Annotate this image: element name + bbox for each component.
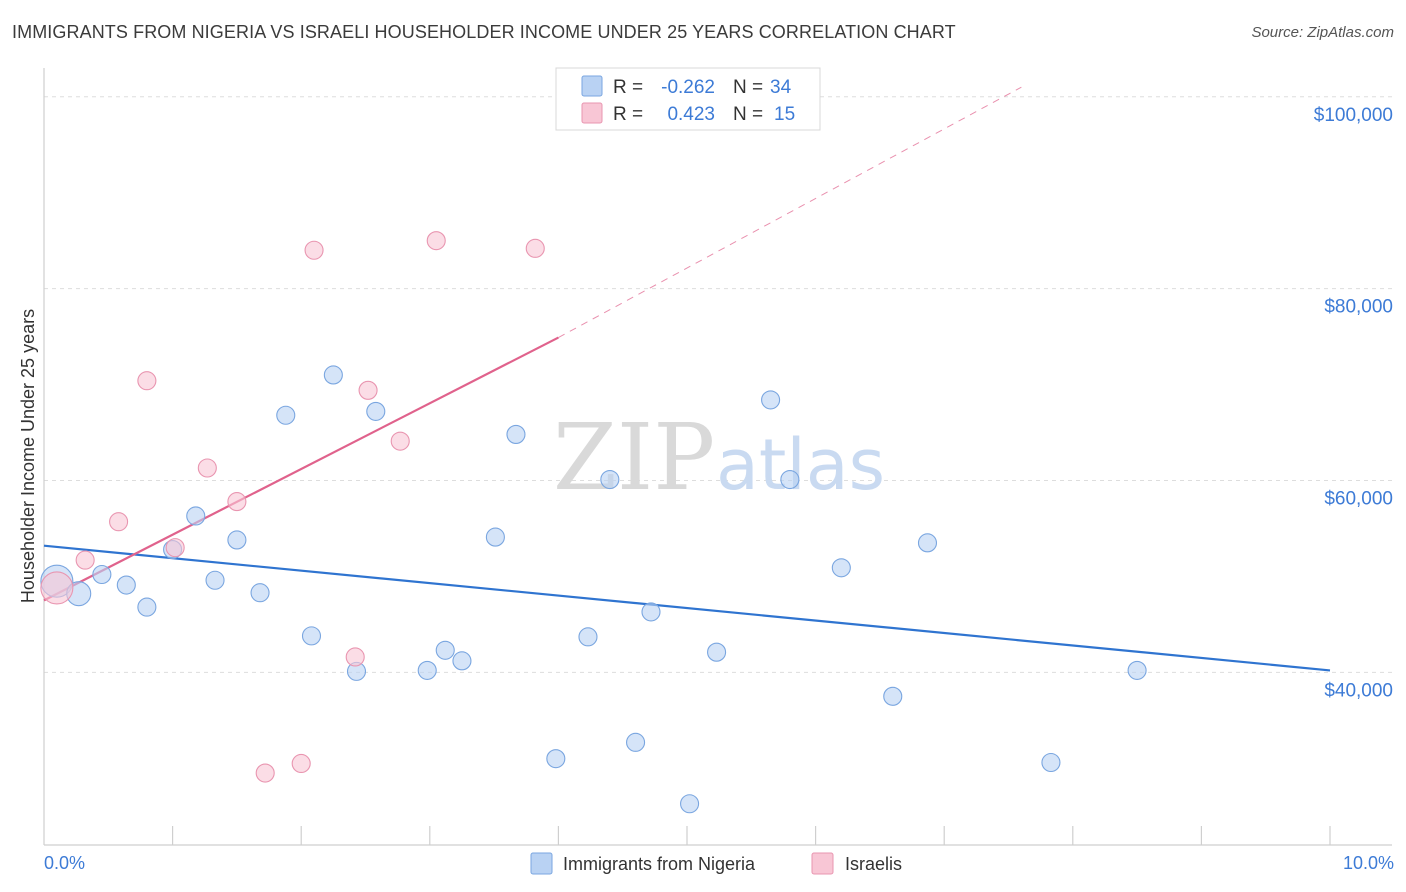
- point-israelis: [137, 371, 157, 391]
- point-nigeria: [1041, 752, 1061, 773]
- chart-title: IMMIGRANTS FROM NIGERIA VS ISRAELI HOUSE…: [12, 22, 956, 42]
- point-nigeria: [761, 390, 781, 410]
- point-nigeria: [366, 401, 386, 421]
- point-nigeria: [116, 575, 136, 595]
- trend-lines: [43, 86, 1331, 672]
- point-nigeria: [92, 564, 112, 585]
- point-israelis: [345, 647, 365, 667]
- point-nigeria: [186, 506, 206, 526]
- watermark-zip: ZIP: [553, 404, 715, 511]
- point-nigeria: [626, 732, 646, 752]
- point-nigeria: [578, 627, 598, 647]
- point-nigeria: [546, 749, 566, 769]
- point-nigeria: [641, 602, 661, 622]
- point-nigeria: [435, 640, 455, 660]
- x-tick-label-min: 0.0%: [44, 853, 85, 873]
- point-nigeria: [227, 530, 247, 550]
- trend-line-nigeria: [43, 544, 1331, 672]
- point-nigeria: [680, 794, 700, 814]
- point-israelis: [40, 571, 74, 605]
- legend-n-label-1: N =: [733, 104, 763, 125]
- series-legend-label-israelis: Israelis: [845, 854, 902, 874]
- y-tick-labels: $40,000 $60,000 $80,000 $100,000: [1314, 105, 1393, 702]
- point-nigeria: [1127, 660, 1147, 680]
- x-tick-label-max: 10.0%: [1343, 853, 1394, 873]
- point-nigeria: [600, 469, 620, 490]
- point-nigeria: [506, 424, 526, 444]
- point-israelis: [426, 231, 446, 251]
- point-nigeria: [917, 533, 938, 553]
- point-nigeria: [250, 583, 270, 603]
- watermark-atlas: atlas: [716, 424, 885, 506]
- point-nigeria: [883, 686, 903, 706]
- series-legend-label-nigeria: Immigrants from Nigeria: [563, 854, 756, 874]
- point-nigeria: [205, 570, 225, 590]
- point-israelis: [390, 431, 410, 451]
- point-israelis: [75, 550, 95, 570]
- point-nigeria: [301, 626, 322, 646]
- point-nigeria: [485, 527, 505, 547]
- legend-r-label-0: R =: [613, 77, 643, 98]
- legend-r-value-1: 0.423: [667, 104, 715, 125]
- legend-n-label-0: N =: [733, 77, 763, 98]
- point-nigeria: [707, 642, 727, 662]
- point-israelis: [165, 538, 185, 558]
- stats-legend: R = -0.262 N = 34 R = 0.423 N = 15: [555, 67, 821, 131]
- point-nigeria: [137, 597, 157, 617]
- legend-swatch-israelis: [581, 102, 603, 124]
- x-ticks: [172, 826, 1331, 845]
- legend-r-value-0: -0.262: [661, 77, 715, 98]
- y-tick-label: $100,000: [1314, 105, 1393, 126]
- legend-n-value-0: 34: [770, 77, 792, 98]
- series-legend: Immigrants from Nigeria Israelis: [530, 852, 902, 875]
- legend-swatch-nigeria: [581, 75, 603, 97]
- point-israelis: [304, 240, 324, 260]
- gridlines: [44, 96, 1392, 673]
- point-israelis: [525, 238, 545, 258]
- point-nigeria: [452, 651, 472, 671]
- point-israelis: [109, 512, 129, 532]
- point-israelis: [255, 763, 275, 783]
- series-legend-swatch-nigeria: [530, 852, 553, 875]
- point-nigeria: [323, 365, 343, 385]
- point-israelis: [197, 458, 217, 478]
- source-label: Source: ZipAtlas.com: [1251, 24, 1394, 41]
- point-israelis: [358, 380, 378, 400]
- point-israelis: [227, 492, 247, 512]
- trend-line-israelis-extension: [558, 86, 1022, 338]
- y-tick-label: $60,000: [1324, 488, 1393, 509]
- y-tick-label: $40,000: [1324, 680, 1393, 701]
- y-axis-label: Householder Income Under 25 years: [18, 309, 38, 603]
- data-points: [40, 231, 1147, 814]
- point-nigeria: [276, 405, 296, 425]
- legend-n-value-1: 15: [774, 104, 795, 125]
- y-tick-label: $80,000: [1324, 297, 1393, 318]
- point-nigeria: [780, 469, 800, 490]
- trend-line-israelis: [43, 336, 559, 602]
- point-israelis: [291, 753, 311, 774]
- series-legend-swatch-israelis: [811, 852, 834, 875]
- legend-r-label-1: R =: [613, 104, 643, 125]
- point-nigeria: [417, 660, 437, 680]
- point-nigeria: [831, 558, 851, 578]
